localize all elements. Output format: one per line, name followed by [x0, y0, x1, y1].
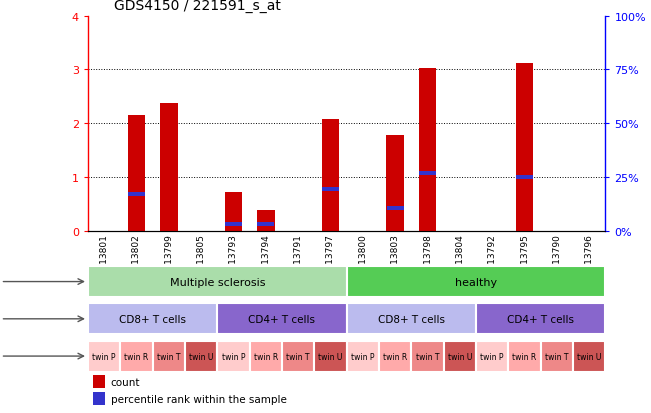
Text: twin P: twin P — [480, 352, 504, 361]
Bar — [314, 341, 346, 372]
Text: CD4+ T cells: CD4+ T cells — [249, 314, 316, 324]
Bar — [88, 304, 217, 335]
Bar — [160, 104, 178, 231]
Bar — [225, 192, 242, 231]
Bar — [508, 341, 541, 372]
Bar — [541, 341, 573, 372]
Bar — [346, 266, 605, 297]
Bar — [93, 392, 105, 405]
Bar — [444, 341, 476, 372]
Text: twin U: twin U — [577, 352, 602, 361]
Bar — [322, 188, 339, 191]
Bar — [217, 341, 249, 372]
Text: twin T: twin T — [157, 352, 180, 361]
Bar — [120, 341, 152, 372]
Bar — [217, 304, 347, 335]
Text: percentile rank within the sample: percentile rank within the sample — [111, 394, 286, 404]
Bar — [257, 223, 274, 227]
Bar — [128, 193, 145, 197]
Text: healthy: healthy — [455, 277, 497, 287]
Bar — [128, 116, 145, 231]
Text: CD8+ T cells: CD8+ T cells — [378, 314, 445, 324]
Bar — [419, 69, 436, 231]
Text: twin P: twin P — [222, 352, 245, 361]
Text: count: count — [111, 377, 140, 387]
Text: twin U: twin U — [448, 352, 472, 361]
Bar — [387, 207, 404, 211]
Text: twin U: twin U — [318, 352, 342, 361]
Bar — [346, 341, 379, 372]
Bar — [516, 64, 533, 231]
Bar — [185, 341, 217, 372]
Bar — [346, 304, 476, 335]
Text: GDS4150 / 221591_s_at: GDS4150 / 221591_s_at — [114, 0, 281, 13]
Text: twin T: twin T — [545, 352, 569, 361]
Bar — [88, 341, 120, 372]
Text: Multiple sclerosis: Multiple sclerosis — [169, 277, 265, 287]
Bar — [88, 266, 346, 297]
Bar — [257, 211, 275, 231]
Text: twin U: twin U — [189, 352, 214, 361]
Text: twin R: twin R — [383, 352, 408, 361]
Bar — [476, 341, 508, 372]
Text: twin R: twin R — [512, 352, 536, 361]
Text: twin T: twin T — [416, 352, 439, 361]
Bar — [419, 171, 436, 175]
Bar — [516, 176, 533, 180]
Text: twin P: twin P — [351, 352, 374, 361]
Bar — [93, 375, 105, 388]
Text: CD8+ T cells: CD8+ T cells — [119, 314, 186, 324]
Text: twin R: twin R — [254, 352, 278, 361]
Bar — [249, 341, 282, 372]
Text: CD4+ T cells: CD4+ T cells — [507, 314, 574, 324]
Text: twin R: twin R — [124, 352, 148, 361]
Bar — [573, 341, 605, 372]
Bar — [476, 304, 605, 335]
Bar — [282, 341, 314, 372]
Bar — [152, 341, 185, 372]
Bar — [322, 120, 339, 231]
Bar — [411, 341, 444, 372]
Text: twin T: twin T — [286, 352, 310, 361]
Bar — [386, 136, 404, 231]
Text: twin P: twin P — [92, 352, 116, 361]
Bar — [379, 341, 411, 372]
Bar — [225, 223, 242, 227]
